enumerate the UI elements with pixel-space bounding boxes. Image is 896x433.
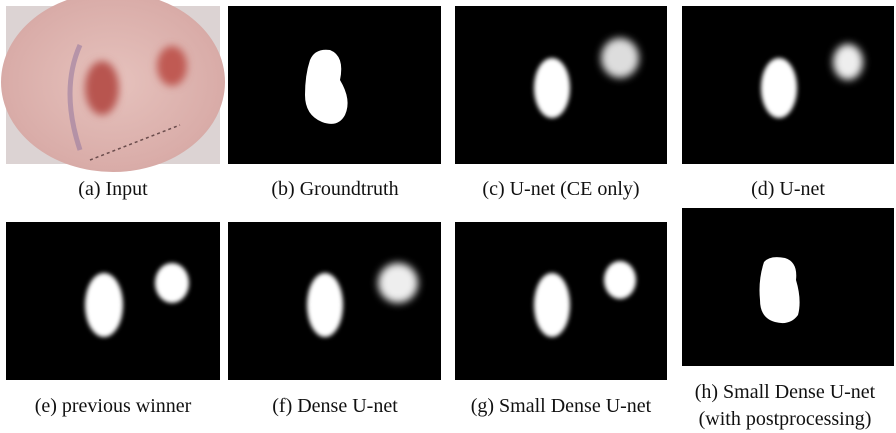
panels (0, 0, 896, 433)
caption-text: (c) U-net (CE only) (482, 178, 639, 200)
caption: (d) U-net (673, 176, 896, 203)
previous-winner-image (6, 222, 220, 380)
caption: (e) previous winner (0, 393, 228, 420)
dense-unet-image (228, 222, 441, 380)
caption-text: (g) Small Dense U-net (471, 395, 652, 417)
input-image (1, 0, 225, 172)
caption-text: (f) Dense U-net (272, 395, 398, 417)
postprocessed-image (682, 208, 894, 366)
caption: (a) Input (0, 176, 228, 203)
caption: (c) U-net (CE only) (446, 176, 676, 203)
caption-text: (d) U-net (751, 178, 825, 200)
caption-text: (b) Groundtruth (271, 178, 398, 200)
caption-text: (h) Small Dense U-net (670, 379, 896, 406)
caption: (g) Small Dense U-net (446, 393, 676, 420)
figure: (a) Input (b) Groundtruth (c) U-net (CE … (0, 0, 896, 433)
caption: (f) Dense U-net (220, 393, 450, 420)
caption: (b) Groundtruth (220, 176, 450, 203)
caption: (h) Small Dense U-net(with postprocessin… (670, 379, 896, 433)
groundtruth-image (228, 6, 441, 164)
caption-text: (e) previous winner (35, 395, 192, 417)
caption-text: (with postprocessing) (670, 406, 896, 433)
unet-image (682, 6, 894, 164)
small-dense-unet-image (455, 222, 667, 380)
caption-text: (a) Input (78, 178, 147, 200)
unet-ce-image (455, 6, 667, 164)
